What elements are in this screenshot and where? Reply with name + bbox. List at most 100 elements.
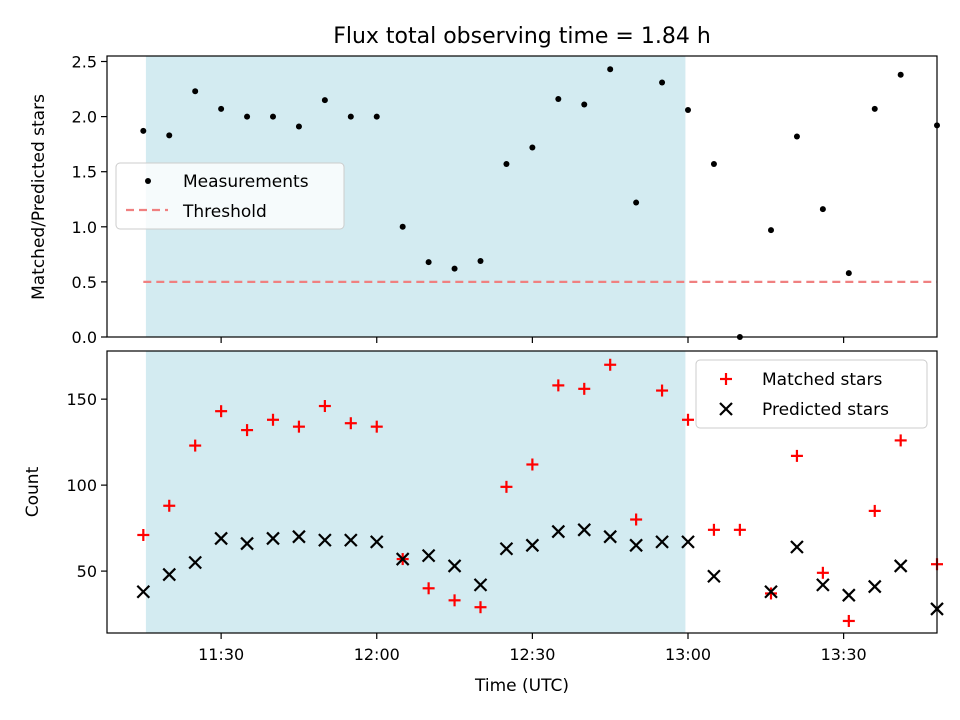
x-stroke-b xyxy=(292,529,306,544)
bottom-plot-marks xyxy=(136,358,944,627)
predicted-star-point xyxy=(551,524,566,539)
chart-title: Flux total observing time = 1.84 h xyxy=(333,24,711,49)
predicted-star-point xyxy=(188,555,202,570)
measurement-point xyxy=(845,270,852,277)
predicted-star-point xyxy=(266,531,280,546)
legend-measurements-label: Measurements xyxy=(183,172,309,192)
measurement-point xyxy=(555,95,562,102)
predicted-star-point xyxy=(577,523,592,537)
observing-window-shade-bottom xyxy=(145,351,686,633)
legend-predicted-label: Predicted stars xyxy=(762,400,889,420)
measurement-point xyxy=(399,223,406,230)
measurement-point xyxy=(685,106,691,113)
bottom-panel: 50 100 150 11:30 12:00 12:30 13:00 13:30 Count… xyxy=(23,350,944,696)
x-stroke-b xyxy=(499,541,514,556)
measurement-point xyxy=(140,127,147,134)
predicted-star-point xyxy=(603,529,617,544)
legend-predicted-marker xyxy=(719,402,733,416)
legend-top-box xyxy=(115,162,345,230)
matched-star-point xyxy=(894,434,907,447)
x-stroke-b xyxy=(344,533,358,547)
top-y-axis-label: Matched/Predicted stars xyxy=(29,94,49,300)
x-stroke-b xyxy=(473,578,488,592)
bottom-y-axis-label: Count xyxy=(23,466,43,517)
x-stroke-b xyxy=(369,535,384,549)
x-stroke-b xyxy=(551,524,566,539)
matched-star-point xyxy=(868,504,881,517)
predicted-star-point xyxy=(629,538,643,553)
matched-star-point xyxy=(163,499,176,512)
legend-bottom: Matched stars Predicted stars xyxy=(695,359,928,429)
predicted-star-point xyxy=(395,552,410,566)
bottom-y-axis-ticks: 50 100 150 xyxy=(66,390,107,581)
predicted-star-point xyxy=(369,535,384,549)
top-plot-marks xyxy=(140,66,940,340)
predicted-star-point xyxy=(162,567,177,582)
measurement-point xyxy=(897,71,904,78)
measurement-point xyxy=(218,105,225,112)
matched-star-point xyxy=(578,382,591,395)
y-tick-label: 50 xyxy=(77,562,97,581)
bottom-x-axis-ticks: 11:30 12:00 12:30 13:00 13:30 xyxy=(198,633,867,664)
top-panel: 0.0 0.5 1.0 1.5 2.0 2.5 Matched/Predicted sta… xyxy=(29,53,940,347)
matched-star-point xyxy=(344,417,357,430)
predicted-star-point xyxy=(764,584,778,599)
matched-star-point xyxy=(474,601,487,614)
x-stroke-b xyxy=(603,529,617,544)
x-stroke-b xyxy=(266,531,280,546)
predicted-star-point xyxy=(318,533,332,547)
predicted-star-point xyxy=(499,541,514,556)
x-tick-label: 13:00 xyxy=(665,645,711,664)
x-stroke-b xyxy=(816,578,830,592)
matched-star-point xyxy=(422,582,435,595)
predicted-star-point xyxy=(473,578,488,592)
measurement-point xyxy=(768,227,774,234)
y-tick-label: 2.5 xyxy=(72,53,97,72)
measurement-point xyxy=(295,123,302,130)
x-stroke-b xyxy=(318,533,332,547)
predicted-star-point xyxy=(292,529,306,544)
legend-measurements-marker xyxy=(145,178,151,184)
measurement-point xyxy=(244,113,251,120)
measurement-point xyxy=(166,132,173,139)
matched-star-point xyxy=(448,594,461,607)
measurement-point xyxy=(659,79,666,86)
matched-star-point xyxy=(526,458,539,471)
matched-star-point xyxy=(707,523,720,536)
predicted-star-point xyxy=(344,533,358,547)
measurement-point xyxy=(793,133,800,140)
x-stroke-b xyxy=(893,559,908,573)
x-axis-label: Time (UTC) xyxy=(474,676,569,696)
matched-star-point xyxy=(241,424,254,437)
x-stroke-b xyxy=(525,538,540,553)
matched-star-point xyxy=(604,358,617,371)
measurement-point xyxy=(192,88,199,95)
matched-star-point xyxy=(292,420,305,433)
y-tick-label: 2.0 xyxy=(72,108,97,127)
predicted-star-point xyxy=(790,540,804,554)
y-tick-label: 1.5 xyxy=(72,163,97,182)
x-stroke-b xyxy=(136,584,151,599)
matched-star-point xyxy=(137,528,150,541)
matched-star-point xyxy=(765,587,777,600)
x-stroke-b xyxy=(395,552,410,566)
x-stroke-b xyxy=(421,548,436,563)
predicted-star-point xyxy=(525,538,540,553)
predicted-star-point xyxy=(655,535,669,549)
y-tick-label: 150 xyxy=(66,390,97,409)
x-stroke-b xyxy=(842,588,856,602)
measurement-point xyxy=(503,160,510,167)
matched-star-point xyxy=(790,449,803,462)
y-tick-label: 0.5 xyxy=(72,273,97,292)
x-stroke-b xyxy=(240,536,254,551)
x-stroke-b xyxy=(162,567,177,582)
y-tick-label: 100 xyxy=(66,476,97,495)
matched-star-point xyxy=(267,413,279,426)
x-stroke-b xyxy=(790,540,804,554)
x-stroke-b xyxy=(707,569,721,584)
measurement-point xyxy=(347,113,354,120)
legend-top: Measurements Threshold xyxy=(115,162,345,230)
predicted-star-point xyxy=(681,535,695,549)
measurement-point xyxy=(321,97,328,104)
